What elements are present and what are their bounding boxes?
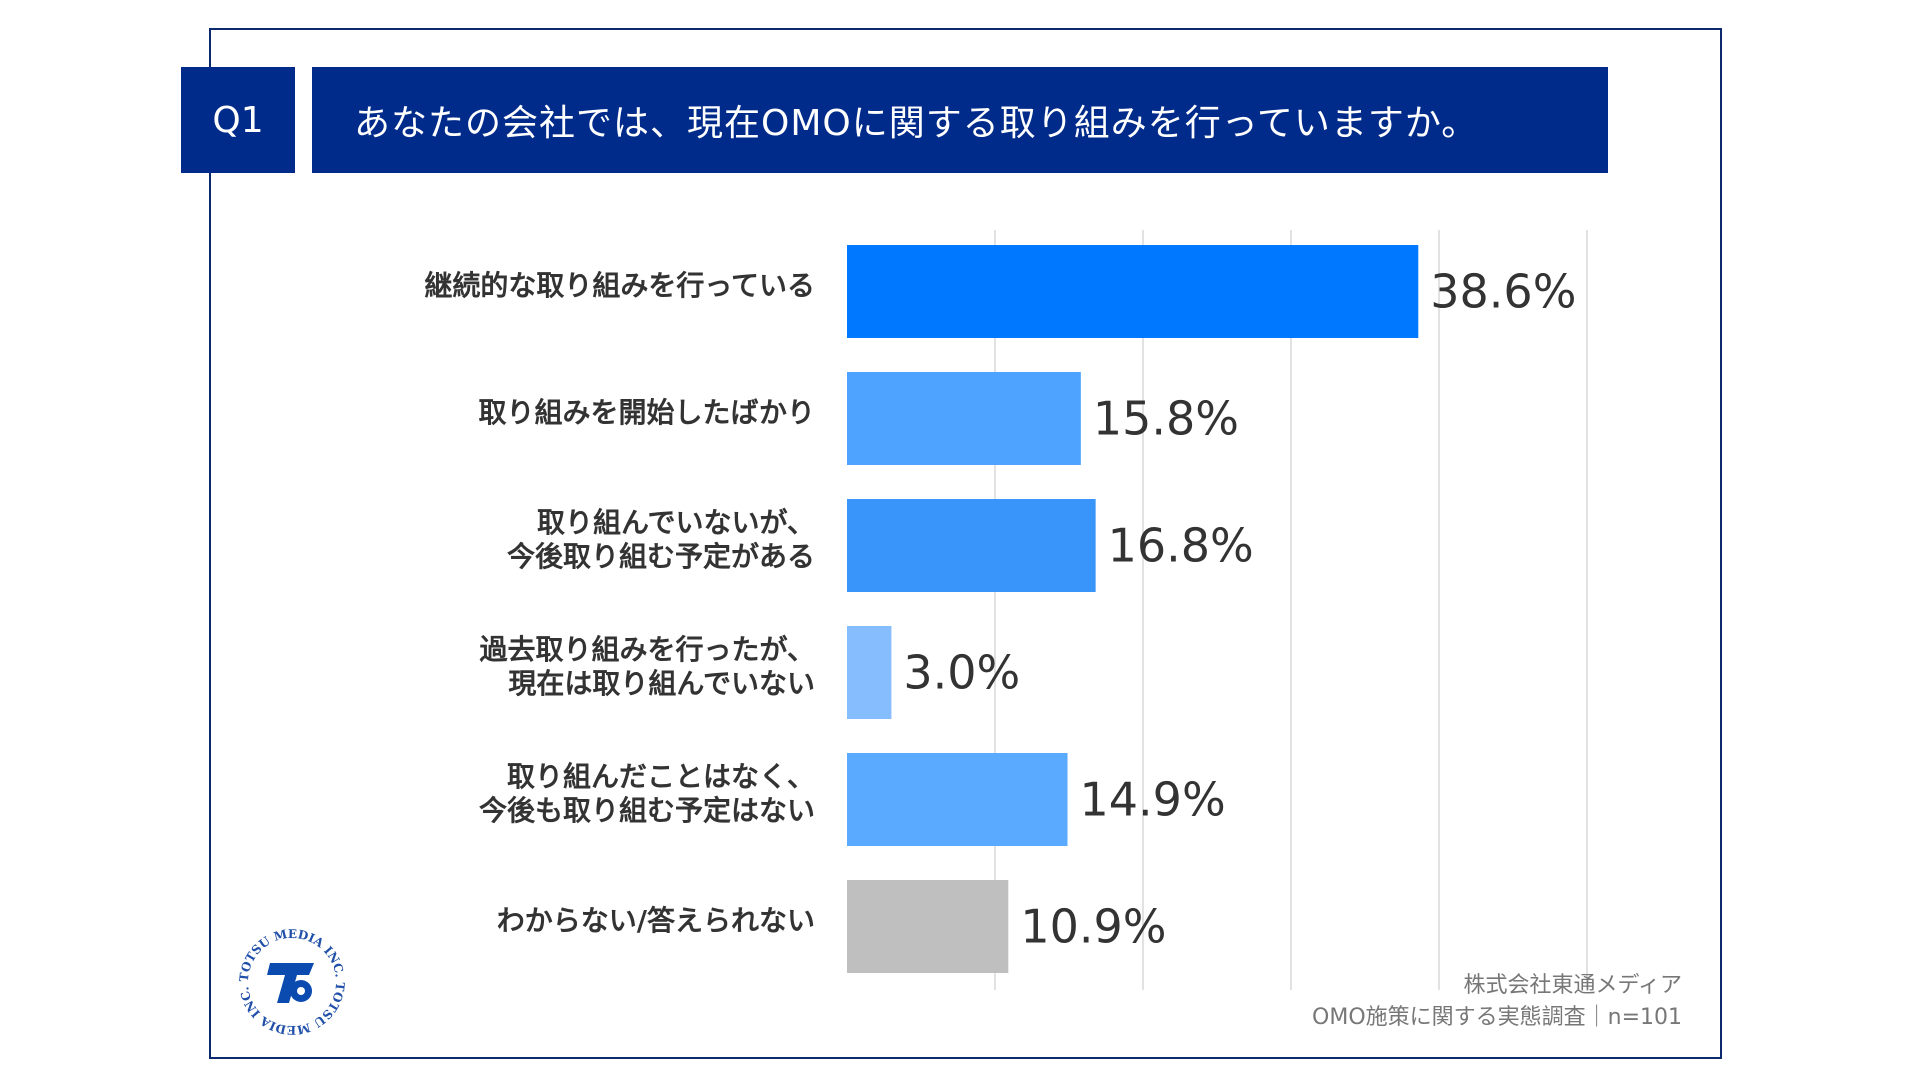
value-label: 15.8% xyxy=(1093,392,1239,446)
category-label: 取り組みを開始したばかり xyxy=(478,395,815,429)
question-number: Q1 xyxy=(181,67,295,173)
category-label: 継続的な取り組みを行っている xyxy=(424,268,815,302)
source-note: 株式会社東通メディア OMO施策に関する実態調査｜n=101 xyxy=(1312,970,1682,1034)
value-label: 10.9% xyxy=(1020,900,1166,954)
bar xyxy=(847,245,1419,338)
value-label: 16.8% xyxy=(1108,519,1254,573)
value-label: 3.0% xyxy=(903,646,1020,700)
bar xyxy=(847,753,1068,846)
value-label: 38.6% xyxy=(1430,265,1576,319)
survey-name: OMO施策に関する実態調査｜n=101 xyxy=(1312,1005,1682,1030)
category-label: 取り組んでいないが、 今後取り組む予定がある xyxy=(506,505,815,573)
bar xyxy=(847,372,1081,465)
category-label: わからない/答えられない xyxy=(496,903,815,937)
bar xyxy=(847,626,892,719)
company-logo: TOTSU MEDIA INC. TOTSU MEDIA INC. xyxy=(237,927,347,1037)
company-name: 株式会社東通メディア xyxy=(1463,973,1682,998)
value-label: 14.9% xyxy=(1080,773,1226,827)
category-label: 取り組んだことはなく、 今後も取り組む予定はない xyxy=(478,759,815,827)
category-label: 過去取り組みを行ったが、 現在は取り組んでいない xyxy=(479,632,815,700)
question-title: あなたの会社では、現在OMOに関する取り組みを行っていますか。 xyxy=(312,67,1608,173)
chart-frame xyxy=(209,28,1722,1059)
bar xyxy=(847,880,1009,973)
bar xyxy=(847,499,1096,592)
